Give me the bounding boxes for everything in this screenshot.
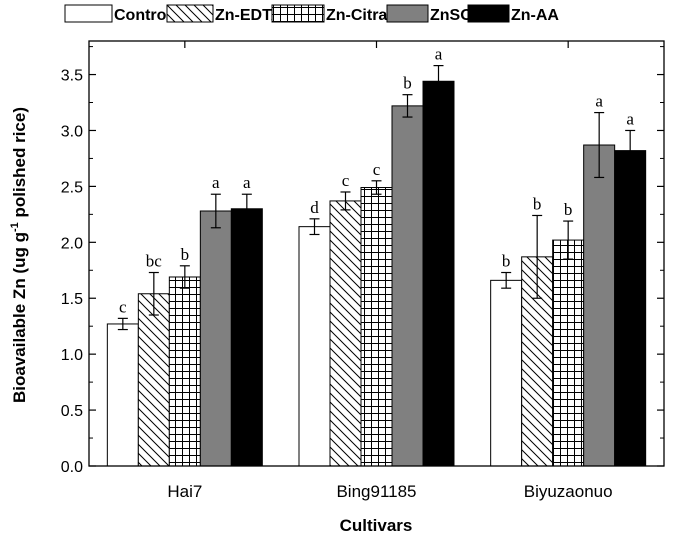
legend-label: Zn-AA xyxy=(511,7,559,24)
y-axis-label-rest: polished rice) xyxy=(10,107,29,222)
bar xyxy=(583,144,616,467)
legend-swatch xyxy=(467,4,510,23)
significance-letter: a xyxy=(595,92,603,111)
plot-frame xyxy=(88,40,665,467)
bar xyxy=(552,239,585,467)
y-tick-label: 2.5 xyxy=(61,179,83,196)
significance-letter: b xyxy=(564,200,573,219)
bar xyxy=(490,279,523,467)
significance-letter: c xyxy=(373,160,381,179)
bar xyxy=(422,80,455,467)
significance-letter: a xyxy=(626,109,634,128)
significance-letter: b xyxy=(403,74,412,93)
y-tick-label: 0.0 xyxy=(61,459,83,476)
x-tick-label: Bing91185 xyxy=(336,482,416,501)
bar xyxy=(199,210,232,467)
significance-letter: a xyxy=(435,45,443,64)
significance-letter: b xyxy=(181,245,190,264)
significance-letter: b xyxy=(502,252,511,271)
bar xyxy=(137,293,170,467)
x-tick-label: Hai7 xyxy=(167,482,202,501)
legend-swatch xyxy=(386,4,429,23)
y-tick-label: 1.0 xyxy=(61,347,83,364)
x-axis-label: Cultivars xyxy=(340,516,413,535)
bar xyxy=(106,323,139,467)
significance-letter: c xyxy=(342,171,350,190)
y-tick-label: 2.0 xyxy=(61,235,83,252)
y-axis-label-main: Bioavailable Zn (ug g xyxy=(10,232,29,403)
significance-letter: a xyxy=(212,173,220,192)
legend-swatch xyxy=(166,4,214,23)
y-tick-label: 3.5 xyxy=(61,68,83,85)
legend-label: Zn-EDTA xyxy=(215,7,283,24)
bar xyxy=(329,200,362,467)
significance-letter: d xyxy=(310,198,319,217)
significance-letter: c xyxy=(119,297,127,316)
bar xyxy=(360,187,393,467)
significance-letter: b xyxy=(533,194,542,213)
bar xyxy=(614,150,647,467)
bar xyxy=(391,105,424,467)
legend-swatch xyxy=(271,4,325,23)
y-tick-label: 1.5 xyxy=(61,291,83,308)
y-axis-label: Bioavailable Zn (ug g-1 polished rice) xyxy=(9,107,29,403)
significance-letter: a xyxy=(243,173,251,192)
y-tick-label: 3.0 xyxy=(61,123,83,140)
y-tick-label: 0.5 xyxy=(61,403,83,420)
significance-letter: bc xyxy=(146,252,163,271)
bar xyxy=(168,276,201,467)
legend-label: Control xyxy=(114,7,171,24)
y-axis-label-sup: -1 xyxy=(9,222,21,232)
bar xyxy=(230,208,263,467)
legend-swatch xyxy=(64,4,113,23)
bar xyxy=(298,226,331,467)
x-tick-label: Biyuzaonuo xyxy=(524,482,613,501)
legend-label: Zn-Citrate xyxy=(326,7,402,24)
legend: Control Zn-EDTA Zn-Citrate ZnSO4 Zn-AA xyxy=(64,4,559,24)
